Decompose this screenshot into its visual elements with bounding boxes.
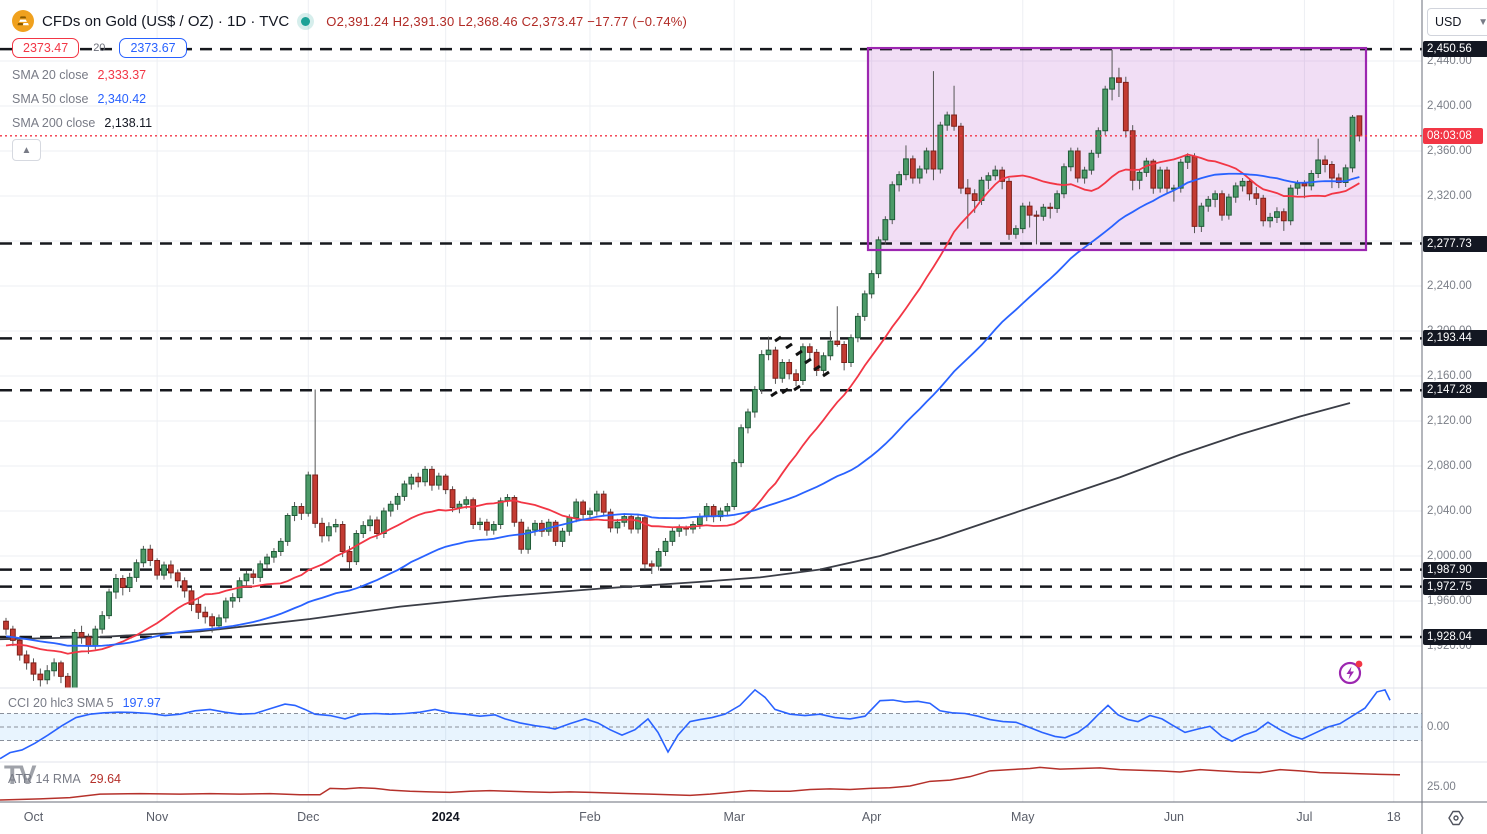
market-status-icon[interactable] xyxy=(301,16,311,26)
price-axis-label: 2,080.00 xyxy=(1427,458,1485,474)
sma50-value: 2,340.42 xyxy=(97,92,147,106)
countdown-tag: 08:03:08 xyxy=(1423,127,1483,144)
time-axis-label: Jun xyxy=(1163,810,1184,824)
sma50-legend: SMA 50 close 2,340.42 xyxy=(12,92,146,106)
price-axis-label: 2,120.00 xyxy=(1427,413,1485,429)
price-axis-label: 2,360.00 xyxy=(1427,143,1485,159)
symbol-legend: CFDs on Gold (US$ / OZ) · 1D · TVC O2,39… xyxy=(12,8,687,161)
cci-legend: CCI 20 hlc3 SMA 5 197.97 xyxy=(8,696,161,710)
time-axis-label: Nov xyxy=(146,810,169,824)
price-axis-label: 2,160.00 xyxy=(1427,368,1485,384)
currency-selector[interactable]: USD ▼ xyxy=(1427,8,1487,36)
time-axis-label: Apr xyxy=(861,810,882,824)
currency-label: USD xyxy=(1435,15,1462,29)
time-axis-label: May xyxy=(1010,810,1035,824)
atr-title: ATR 14 RMA xyxy=(8,772,81,786)
atr-legend: ATR 14 RMA 29.64 xyxy=(8,772,121,786)
price-level-tag: 2,277.73 xyxy=(1423,235,1487,252)
flash-boost-icon[interactable] xyxy=(1336,657,1366,692)
sma200-legend: SMA 200 close 2,138.11 xyxy=(12,116,152,130)
time-axis-label: 2024 xyxy=(431,810,460,824)
price-axis-label: 2,040.00 xyxy=(1427,503,1485,519)
price-axis-label: 2,400.00 xyxy=(1427,98,1485,114)
time-axis-label: Mar xyxy=(723,810,745,824)
price-axis-label: 2,000.00 xyxy=(1427,548,1485,564)
symbol-title-row: CFDs on Gold (US$ / OZ) · 1D · TVC O2,39… xyxy=(12,8,687,34)
price-axis-label: 2,320.00 xyxy=(1427,188,1485,204)
ohlc-values: O2,391.24 H2,391.30 L2,368.46 C2,373.47 … xyxy=(326,13,688,29)
cci-title: CCI 20 hlc3 SMA 5 xyxy=(8,696,114,710)
tradingview-watermark-logo: TV xyxy=(4,760,36,790)
sell-price-label[interactable]: 2373.47 xyxy=(12,38,80,58)
time-axis-label: Dec xyxy=(297,810,320,824)
price-level-tag: 2,193.44 xyxy=(1423,330,1487,347)
price-axis-label: 2,240.00 xyxy=(1427,278,1485,294)
cci-axis-label: 0.00 xyxy=(1427,719,1485,735)
sma20-value: 2,333.37 xyxy=(97,68,147,82)
cci-value: 197.97 xyxy=(122,696,161,710)
collapse-legend-button[interactable]: ▲ xyxy=(12,139,41,161)
sma20-legend: SMA 20 close 2,333.37 xyxy=(12,68,146,82)
price-level-tag: 2,450.56 xyxy=(1423,41,1487,58)
price-level-tag: 1,928.04 xyxy=(1423,628,1487,645)
price-axis-label: 1,960.00 xyxy=(1427,593,1485,609)
buy-price-label[interactable]: 2373.67 xyxy=(119,38,187,58)
order-labels-row: 2373.47 20 2373.67 xyxy=(12,38,187,58)
time-axis-label: Oct xyxy=(23,810,44,824)
sma50-label: SMA 50 close xyxy=(12,92,89,106)
time-axis-label: 18 xyxy=(1386,810,1401,824)
price-level-tag: 1,987.90 xyxy=(1423,561,1487,578)
sma20-label: SMA 20 close xyxy=(12,68,89,82)
chevron-down-icon: ▼ xyxy=(1478,16,1487,28)
time-axis-label: Feb xyxy=(579,810,601,824)
price-level-tag: 1,972.75 xyxy=(1423,578,1487,595)
sma200-label: SMA 200 close xyxy=(12,116,96,130)
sma200-value: 2,138.11 xyxy=(104,116,153,130)
time-axis-label: Jul xyxy=(1296,810,1313,824)
atr-value: 29.64 xyxy=(89,772,121,786)
timezone-settings-icon[interactable] xyxy=(1446,808,1466,833)
symbol-title[interactable]: CFDs on Gold (US$ / OZ) · 1D · TVC xyxy=(42,12,290,30)
order-quantity-label[interactable]: 20 xyxy=(93,42,106,54)
chevron-up-icon: ▲ xyxy=(21,144,32,156)
gold-symbol-icon xyxy=(12,10,34,32)
atr-axis-label: 25.00 xyxy=(1427,779,1485,795)
price-level-tag: 2,147.28 xyxy=(1423,382,1487,399)
